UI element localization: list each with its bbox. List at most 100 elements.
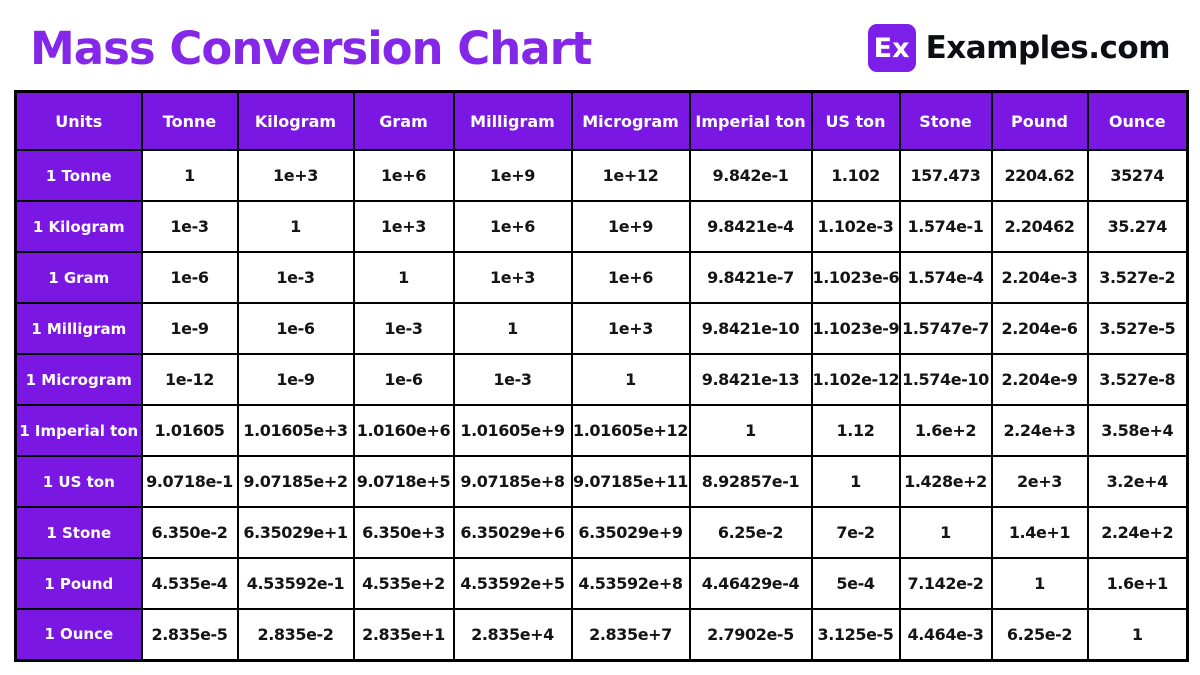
value-cell: 35274 — [1086, 149, 1189, 202]
value-cell: 1e-6 — [140, 251, 239, 304]
value-cell: 2.24e+2 — [1086, 506, 1189, 559]
table-row-1-gram: 1 Gram 1e-6 1e-3 1 1e+3 1e+6 9.8421e-7 1.1023e-… — [14, 251, 1189, 304]
value-cell: 1.6e+2 — [898, 404, 993, 457]
value-cell: 157.473 — [898, 149, 993, 202]
value-cell: 1.102e-12 — [810, 353, 901, 406]
value-cell: 1e-3 — [140, 200, 239, 253]
value-cell: 1 — [570, 353, 691, 406]
value-cell: 9.07185e+2 — [236, 455, 355, 508]
value-cell: 1e-9 — [236, 353, 355, 406]
value-cell: 1e+3 — [236, 149, 355, 202]
value-cell: 4.53592e+8 — [570, 557, 691, 610]
value-cell: 2.835e-2 — [236, 608, 355, 661]
row-label-1-gram: 1 Gram — [14, 251, 143, 304]
value-cell: 1e-9 — [140, 302, 239, 355]
value-cell: 1e-3 — [452, 353, 573, 406]
value-cell: 1e-6 — [236, 302, 355, 355]
brand-name: Examples.com — [925, 30, 1171, 66]
page-title: Mass Conversion Chart — [30, 21, 592, 75]
value-cell: 1e-6 — [352, 353, 455, 406]
value-cell: 3.527e-2 — [1086, 251, 1189, 304]
value-cell: 4.464e-3 — [898, 608, 993, 661]
value-cell: 1e+6 — [570, 251, 691, 304]
mass-conversion-table: Units Tonne Kilogram Gram Milligram Microgram… — [14, 90, 1189, 662]
value-cell: 1 — [1086, 608, 1189, 661]
row-label-1-kilogram: 1 Kilogram — [14, 200, 143, 253]
value-cell: 1e+6 — [352, 149, 455, 202]
value-cell: 1.1023e-9 — [810, 302, 901, 355]
table-header-row: Units Tonne Kilogram Gram Milligram Microgram… — [14, 90, 1189, 151]
value-cell: 2.204e-9 — [990, 353, 1089, 406]
value-cell: 1e+12 — [570, 149, 691, 202]
column-header-tonne: Tonne — [140, 90, 239, 151]
value-cell: 3.527e-5 — [1086, 302, 1189, 355]
table-row-1-milligram: 1 Milligram 1e-9 1e-6 1e-3 1 1e+3 9.8421e-10 1.… — [14, 302, 1189, 355]
brand-logo: Ex Examples.com — [867, 24, 1171, 72]
value-cell: 6.35029e+9 — [570, 506, 691, 559]
value-cell: 5e-4 — [810, 557, 901, 610]
value-cell: 1e+9 — [452, 149, 573, 202]
value-cell: 6.350e+3 — [352, 506, 455, 559]
column-header-kilogram: Kilogram — [236, 90, 355, 151]
value-cell: 1.01605e+9 — [452, 404, 573, 457]
value-cell: 1.0160e+6 — [352, 404, 455, 457]
column-header-milligram: Milligram — [452, 90, 573, 151]
value-cell: 2.835e+1 — [352, 608, 455, 661]
value-cell: 1.574e-10 — [898, 353, 993, 406]
column-header-us-ton: US ton — [810, 90, 901, 151]
value-cell: 2.835e+4 — [452, 608, 573, 661]
value-cell: 9.8421e-10 — [688, 302, 813, 355]
value-cell: 3.2e+4 — [1086, 455, 1189, 508]
value-cell: 4.535e-4 — [140, 557, 239, 610]
value-cell: 3.125e-5 — [810, 608, 901, 661]
value-cell: 1.01605e+12 — [570, 404, 691, 457]
value-cell: 2.24e+3 — [990, 404, 1089, 457]
value-cell: 1 — [688, 404, 813, 457]
value-cell: 1 — [810, 455, 901, 508]
value-cell: 9.8421e-7 — [688, 251, 813, 304]
value-cell: 9.8421e-4 — [688, 200, 813, 253]
value-cell: 1e+9 — [570, 200, 691, 253]
value-cell: 1e+6 — [452, 200, 573, 253]
value-cell: 1e-12 — [140, 353, 239, 406]
row-label-1-ounce: 1 Ounce — [14, 608, 143, 661]
value-cell: 1.12 — [810, 404, 901, 457]
value-cell: 2.204e-3 — [990, 251, 1089, 304]
value-cell: 2.20462 — [990, 200, 1089, 253]
value-cell: 6.25e-2 — [688, 506, 813, 559]
value-cell: 1.1023e-6 — [810, 251, 901, 304]
column-header-imperial-ton: Imperial ton — [688, 90, 813, 151]
column-header-stone: Stone — [898, 90, 993, 151]
column-header-units: Units — [14, 90, 143, 151]
value-cell: 1.01605e+3 — [236, 404, 355, 457]
value-cell: 6.25e-2 — [990, 608, 1089, 661]
value-cell: 1.5747e-7 — [898, 302, 993, 355]
row-label-1-us-ton: 1 US ton — [14, 455, 143, 508]
value-cell: 6.35029e+1 — [236, 506, 355, 559]
value-cell: 1e-3 — [236, 251, 355, 304]
header-bar: Mass Conversion Chart Ex Examples.com — [0, 0, 1200, 90]
value-cell: 9.8421e-13 — [688, 353, 813, 406]
table-row-1-microgram: 1 Microgram 1e-12 1e-9 1e-6 1e-3 1 9.8421e-13 1… — [14, 353, 1189, 406]
row-label-1-milligram: 1 Milligram — [14, 302, 143, 355]
table-row-1-kilogram: 1 Kilogram 1e-3 1 1e+3 1e+6 1e+9 9.8421e-4 1.10… — [14, 200, 1189, 253]
value-cell: 6.35029e+6 — [452, 506, 573, 559]
value-cell: 35.274 — [1086, 200, 1189, 253]
value-cell: 4.53592e+5 — [452, 557, 573, 610]
value-cell: 2.835e-5 — [140, 608, 239, 661]
value-cell: 1 — [352, 251, 455, 304]
value-cell: 1.01605 — [140, 404, 239, 457]
examples-logo-icon: Ex — [867, 24, 916, 72]
value-cell: 7.142e-2 — [898, 557, 993, 610]
value-cell: 3.58e+4 — [1086, 404, 1189, 457]
table-row-1-stone: 1 Stone 6.350e-2 6.35029e+1 6.350e+3 6.35029… — [14, 506, 1189, 559]
value-cell: 1e+3 — [452, 251, 573, 304]
value-cell: 2204.62 — [990, 149, 1089, 202]
value-cell: 9.0718e+5 — [352, 455, 455, 508]
table-row-1-us-ton: 1 US ton 9.0718e-1 9.07185e+2 9.0718e+5 9.07… — [14, 455, 1189, 508]
value-cell: 1.102e-3 — [810, 200, 901, 253]
value-cell: 9.07185e+11 — [570, 455, 691, 508]
table-row-1-tonne: 1 Tonne 1 1e+3 1e+6 1e+9 1e+12 9.842e-1 1.102 15… — [14, 149, 1189, 202]
value-cell: 2.835e+7 — [570, 608, 691, 661]
